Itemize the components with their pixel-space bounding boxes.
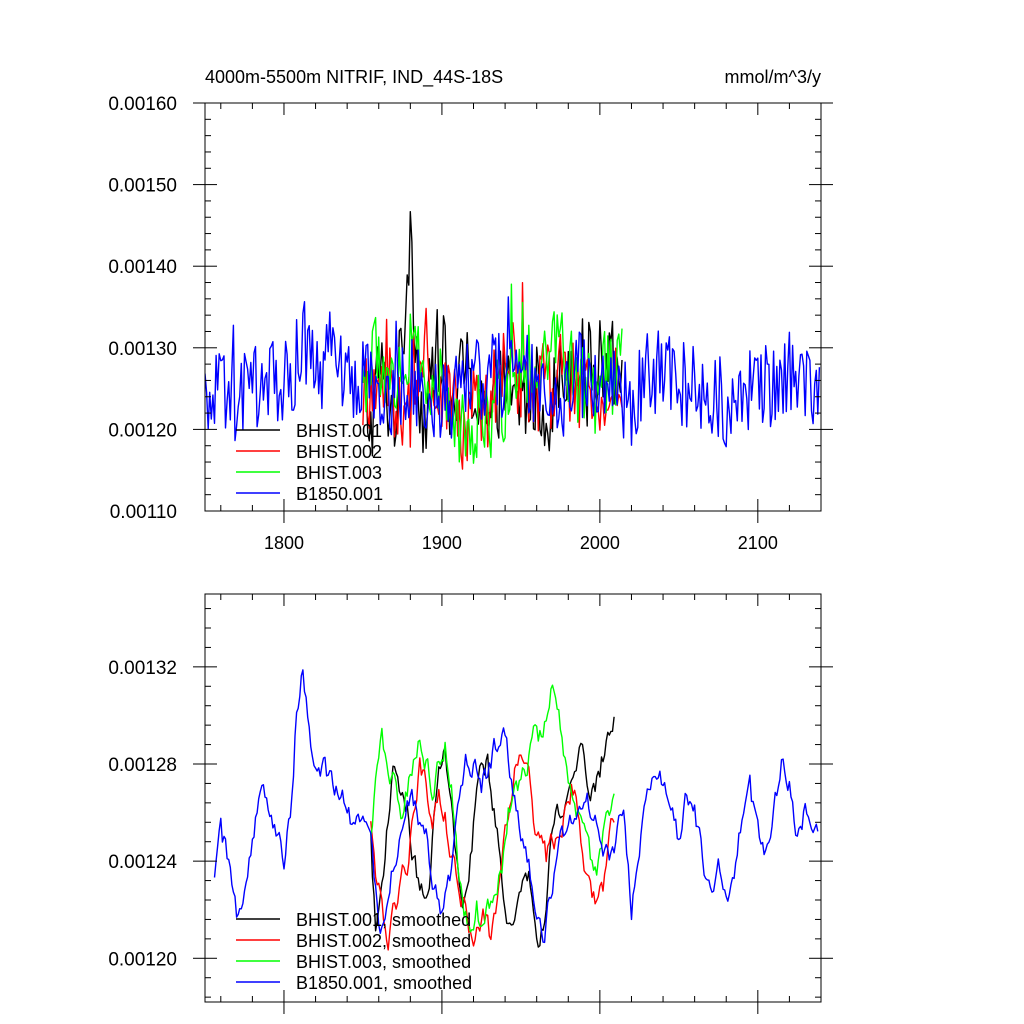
y-tick-label: 0.00110: [110, 502, 177, 523]
y-tick-label: 0.00120: [108, 949, 177, 970]
series-line-bhist-001-smoothed: [370, 716, 615, 948]
legend-label: B1850.001, smoothed: [296, 973, 472, 993]
bottom-plot-frame: [204, 593, 822, 1003]
y-tick-label: 0.00128: [108, 755, 177, 776]
top-axes: 1800 1900 2000 2100 0.00110 0.00120 0.00130 0.0…: [108, 94, 833, 553]
legend-label: BHIST.003: [296, 463, 382, 483]
legend-label: BHIST.001: [296, 421, 382, 441]
legend-label: BHIST.001, smoothed: [296, 910, 471, 930]
series-line-b1850-001-smoothed: [213, 669, 819, 944]
series-line-bhist-003: [362, 283, 623, 464]
y-tick-label: 0.00132: [108, 658, 177, 679]
series-line-b1850-001: [205, 296, 821, 448]
x-tick-label: 1800: [264, 533, 304, 553]
chart-title: 4000m-5500m NITRIF, IND_44S-18S: [205, 67, 503, 88]
x-tick-label: 2000: [580, 533, 620, 553]
y-tick-label: 0.00150: [108, 176, 177, 197]
y-tick-label: 0.00124: [108, 852, 177, 873]
y-tick-label: 0.00160: [108, 94, 177, 115]
legend-label: BHIST.003, smoothed: [296, 952, 471, 972]
series-line-bhist-002-smoothed: [370, 754, 615, 951]
top-chart-panel: 4000m-5500m NITRIF, IND_44S-18S mmol/m^3…: [108, 67, 833, 553]
x-tick-label: 2100: [738, 533, 778, 553]
bottom-axes: 0.00120 0.00124 0.00128 0.00132: [108, 594, 833, 1014]
series-line-bhist-003-smoothed: [370, 684, 615, 933]
y-tick-label: 0.00130: [108, 339, 177, 360]
legend-label: BHIST.002, smoothed: [296, 931, 471, 951]
bottom-chart-panel: 0.00120 0.00124 0.00128 0.00132 BHIST.001, …: [108, 593, 833, 1014]
chart-units: mmol/m^3/y: [725, 67, 821, 87]
bottom-series-group: [213, 669, 819, 951]
top-series-group: [205, 210, 821, 470]
x-tick-label: 1900: [422, 533, 462, 553]
y-tick-label: 0.00140: [108, 257, 177, 278]
legend-label: BHIST.002: [296, 442, 382, 462]
top-plot-frame: [204, 102, 822, 512]
legend-label: B1850.001: [296, 484, 383, 504]
y-tick-label: 0.00120: [108, 420, 177, 441]
